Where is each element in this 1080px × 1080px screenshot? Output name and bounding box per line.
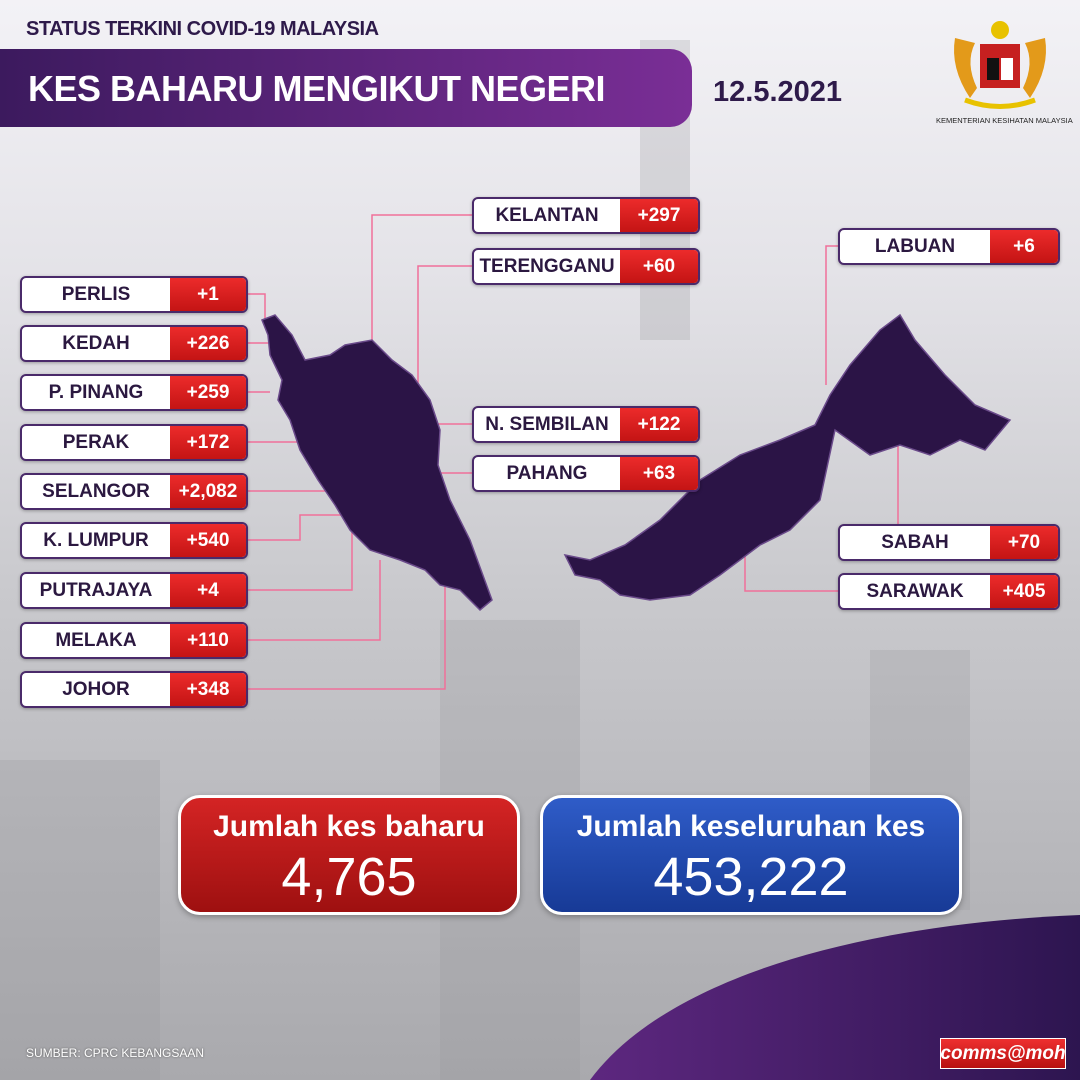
state-cases: +172 <box>170 426 246 459</box>
title-banner: KES BAHARU MENGIKUT NEGERI <box>0 49 692 127</box>
state-cases: +63 <box>620 457 698 490</box>
state-card-perak: PERAK +172 <box>20 424 248 461</box>
date: 12.5.2021 <box>713 76 843 108</box>
state-cases: +405 <box>990 575 1058 608</box>
state-card-labuan: LABUAN +6 <box>838 228 1060 265</box>
source-note: SUMBER: CPRC KEBANGSAAN <box>26 1046 205 1060</box>
state-card-nsembilan: N. SEMBILAN +122 <box>472 406 700 443</box>
state-name: KELANTAN <box>495 204 599 226</box>
state-card-terengganu: TERENGGANU +60 <box>472 248 700 285</box>
connector-labuan <box>825 245 838 385</box>
state-name: MELAKA <box>55 629 137 651</box>
total-new-label: Jumlah kes baharu <box>213 810 485 843</box>
state-name: JOHOR <box>62 678 130 700</box>
total-cumulative-value: 453,222 <box>653 847 849 907</box>
state-cases: +6 <box>990 230 1058 263</box>
state-cases: +60 <box>620 250 698 283</box>
coat-of-arms-logo <box>954 21 1046 109</box>
state-cases: +348 <box>170 673 246 706</box>
state-cases: +297 <box>620 199 698 232</box>
connector-perlis <box>248 293 266 322</box>
total-new-cases: Jumlah kes baharu 4,765 <box>178 795 520 915</box>
state-cases: +4 <box>170 574 246 607</box>
state-name: SABAH <box>881 531 949 553</box>
page-title: KES BAHARU MENGIKUT NEGERI <box>28 68 606 109</box>
state-name: P. PINANG <box>48 381 144 403</box>
state-name: K. LUMPUR <box>43 529 149 551</box>
state-card-kedah: KEDAH +226 <box>20 325 248 362</box>
state-name: PERLIS <box>61 283 131 305</box>
state-name: PERAK <box>62 431 130 453</box>
state-card-sabah: SABAH +70 <box>838 524 1060 561</box>
state-name: KEDAH <box>62 332 130 354</box>
state-cases: +540 <box>170 524 246 557</box>
state-cases: +226 <box>170 327 246 360</box>
state-name: TERENGGANU <box>479 255 615 277</box>
state-name: N. SEMBILAN <box>485 413 609 435</box>
connector-terengganu <box>417 265 472 395</box>
subtitle: STATUS TERKINI COVID-19 MALAYSIA <box>26 18 379 40</box>
state-name: SARAWAK <box>866 580 964 602</box>
state-card-sarawak: SARAWAK +405 <box>838 573 1060 610</box>
connector-putrajaya <box>248 525 353 591</box>
total-cumulative-cases: Jumlah keseluruhan kes 453,222 <box>540 795 962 915</box>
state-name: PAHANG <box>506 462 588 484</box>
connector-melaka <box>248 560 381 641</box>
state-cases: +110 <box>170 624 246 657</box>
state-card-pahang: PAHANG +63 <box>472 455 700 492</box>
borneo-malaysia <box>563 313 1012 601</box>
connector-johor <box>248 570 446 690</box>
state-card-melaka: MELAKA +110 <box>20 622 248 659</box>
state-name: PUTRAJAYA <box>39 579 153 601</box>
connector-kelantan <box>371 214 472 390</box>
total-new-value: 4,765 <box>281 847 417 907</box>
ministry-name: KEMENTERIAN KESIHATAN MALAYSIA <box>936 116 1073 125</box>
total-cumulative-label: Jumlah keseluruhan kes <box>576 810 926 843</box>
state-name: LABUAN <box>874 235 956 257</box>
state-cases: +122 <box>620 408 698 441</box>
state-card-kl: K. LUMPUR +540 <box>20 522 248 559</box>
state-card-perlis: PERLIS +1 <box>20 276 248 313</box>
state-cases: +1 <box>170 278 246 311</box>
state-card-kelantan: KELANTAN +297 <box>472 197 700 234</box>
peninsular-malaysia <box>261 314 493 612</box>
state-card-putrajaya: PUTRAJAYA +4 <box>20 572 248 609</box>
connector-kl <box>248 514 345 541</box>
state-card-johor: JOHOR +348 <box>20 671 248 708</box>
state-cases: +259 <box>170 376 246 409</box>
state-name: SELANGOR <box>42 480 150 502</box>
state-cases: +70 <box>990 526 1058 559</box>
state-cases: +2,082 <box>170 475 246 508</box>
state-card-selangor: SELANGOR +2,082 <box>20 473 248 510</box>
brand-badge: comms@moh <box>940 1038 1066 1069</box>
state-card-pinang: P. PINANG +259 <box>20 374 248 411</box>
